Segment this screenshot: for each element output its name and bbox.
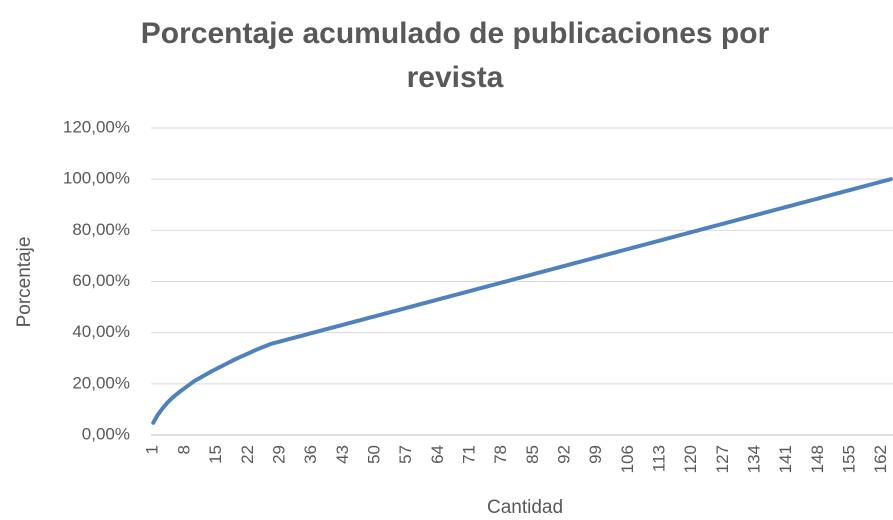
x-tick-label: 15 [206,445,225,464]
x-tick-label: 113 [649,445,668,472]
x-tick-label: 99 [586,445,605,464]
x-tick-label: 71 [459,445,478,464]
x-axis-label: Cantidad [487,497,563,518]
x-tick-label: 127 [713,445,732,473]
y-tick-label: 60,00% [72,271,130,290]
y-tick-label: 0,00% [82,424,130,443]
y-axis-label: Porcentaje [14,237,35,328]
x-tick-label: 162 [871,445,890,473]
line-series [151,177,893,425]
x-tick-label: 85 [523,445,542,464]
x-tick-label: 50 [364,445,383,464]
x-tick-label: 43 [333,445,352,464]
x-tick-label: 141 [776,445,795,473]
y-tick-label: 80,00% [72,220,130,239]
x-tick-label: 64 [428,445,447,464]
x-tick-label: 78 [491,445,510,464]
x-tick-label: 155 [840,445,859,473]
x-tick-label: 57 [396,445,415,464]
x-tick-label: 29 [269,445,288,464]
x-tick-label: 106 [618,445,637,473]
x-tick-label: 92 [554,445,573,464]
y-tick-label: 20,00% [72,373,130,392]
x-tick-label: 8 [174,445,193,454]
x-tick-label: 36 [301,445,320,464]
x-tick-label: 148 [808,445,827,473]
y-tick-label: 120,00% [63,117,130,136]
x-tick-label: 120 [681,445,700,473]
y-tick-label: 100,00% [63,169,130,188]
x-tick-label: 22 [238,445,257,464]
chart-title: Porcentaje acumulado de publicaciones po… [140,17,770,94]
x-tick-label: 1 [143,445,162,454]
y-tick-label: 40,00% [72,322,130,341]
x-tick-label: 134 [744,445,763,473]
